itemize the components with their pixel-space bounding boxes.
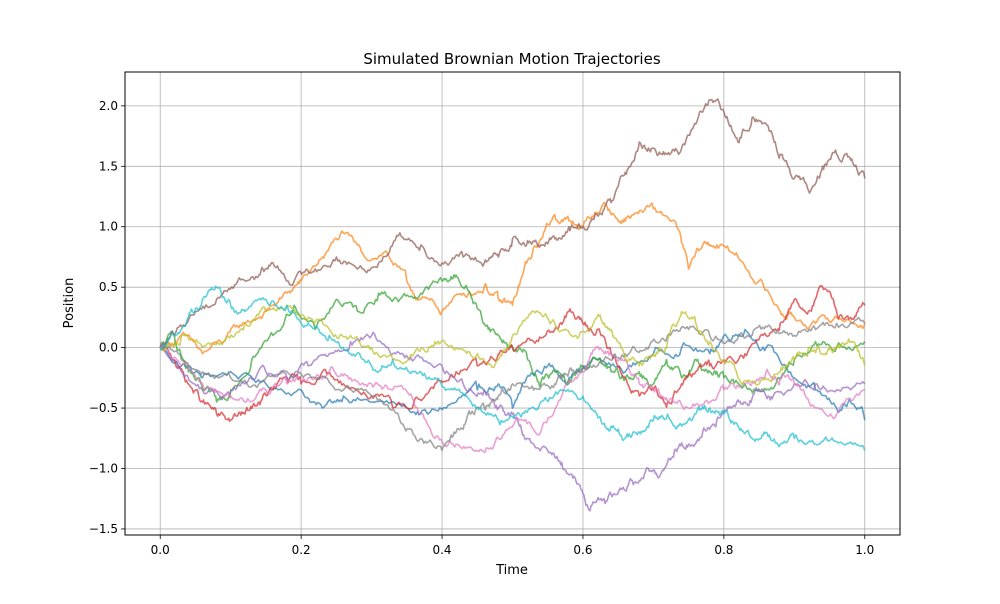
y-tick-label: 0.0 [99,341,118,355]
y-tick-label: 1.0 [99,220,118,234]
x-tick-label: 0.8 [714,543,733,557]
trajectory-line-6 [159,98,866,349]
trajectory-line-1 [159,328,866,421]
x-axis-ticks: 0.0 0.2 0.4 0.6 0.8 1.0 [151,535,874,557]
trajectory-line-5 [159,331,866,512]
chart-title: Simulated Brownian Motion Trajectories [363,50,660,68]
trajectory-line-4 [159,284,866,422]
y-tick-label: −1.5 [89,522,118,536]
y-tick-label: −1.0 [89,462,118,476]
trajectory-line-2 [159,201,866,355]
y-tick-label: 0.5 [99,280,118,294]
x-tick-label: 0.4 [432,543,451,557]
y-tick-label: 1.5 [99,159,118,173]
trajectory-line-9 [159,304,866,386]
trajectory-line-8 [159,316,866,452]
trajectory-line-10 [159,285,866,451]
y-tick-label: 2.0 [99,99,118,113]
trajectory-line-3 [159,274,866,403]
y-axis-ticks: −1.5 −1.0 −0.5 0.0 0.5 1.0 1.5 2.0 [89,99,125,536]
x-tick-label: 0.0 [151,543,170,557]
x-tick-label: 1.0 [855,543,874,557]
x-tick-label: 0.6 [573,543,592,557]
y-axis-label: Position [62,278,77,329]
trajectory-line-7 [159,342,865,454]
x-tick-label: 0.2 [292,543,311,557]
series-lines [159,98,866,512]
y-tick-label: −0.5 [89,401,118,415]
x-axis-label: Time [495,563,528,578]
plot-frame [124,71,901,536]
